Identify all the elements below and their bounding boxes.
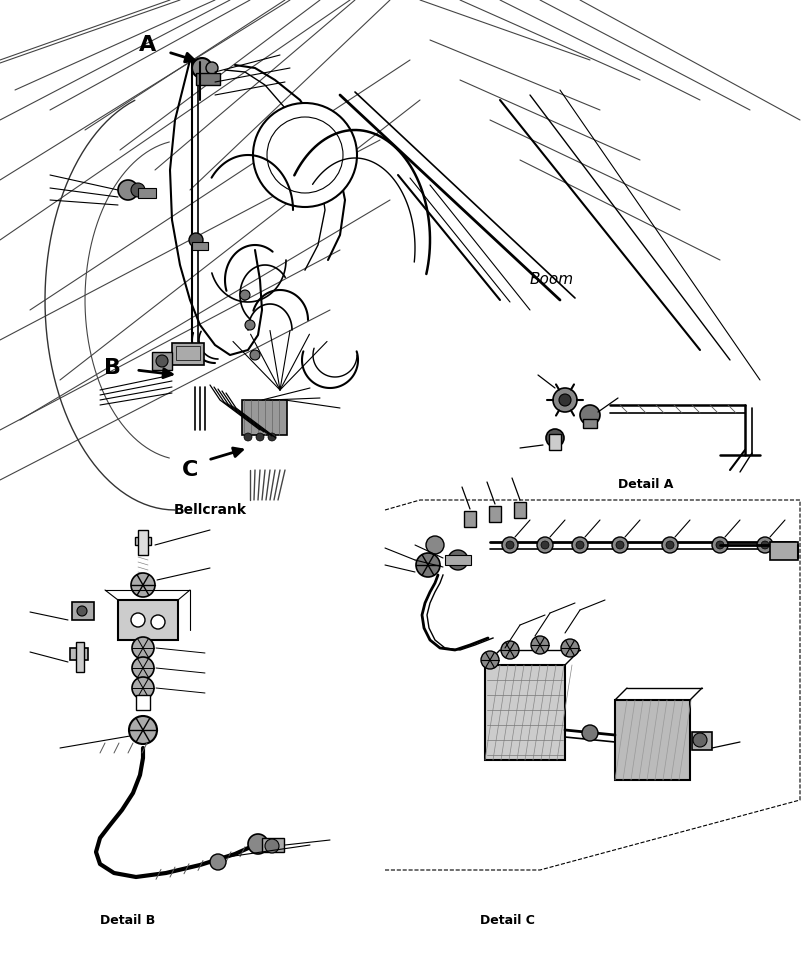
Bar [514, 502, 526, 518]
Circle shape [250, 350, 260, 360]
Circle shape [240, 290, 250, 300]
Text: Bellcrank: Bellcrank [173, 503, 247, 517]
Circle shape [757, 537, 773, 553]
Text: Detail A: Detail A [618, 479, 673, 492]
Circle shape [245, 320, 255, 330]
Circle shape [151, 615, 165, 629]
Bar [76, 642, 84, 672]
Circle shape [537, 537, 553, 553]
Circle shape [502, 537, 518, 553]
Bar [70, 648, 88, 660]
Bar [192, 242, 208, 250]
Bar [135, 537, 151, 545]
Bar [549, 434, 561, 450]
Circle shape [210, 854, 226, 870]
Bar [138, 188, 156, 198]
Circle shape [132, 657, 154, 679]
Circle shape [559, 394, 571, 406]
Circle shape [131, 183, 145, 197]
Bar [445, 555, 471, 565]
Bar [152, 352, 172, 370]
Circle shape [189, 233, 203, 247]
Circle shape [244, 433, 252, 441]
Circle shape [612, 537, 628, 553]
Circle shape [156, 355, 168, 367]
Circle shape [256, 433, 264, 441]
Circle shape [546, 429, 564, 447]
Circle shape [426, 536, 444, 554]
Bar [72, 602, 94, 620]
Circle shape [506, 541, 514, 549]
Circle shape [693, 733, 707, 747]
Circle shape [118, 180, 138, 200]
Circle shape [531, 636, 549, 654]
Text: Detail B: Detail B [100, 914, 156, 926]
Circle shape [248, 834, 268, 854]
Circle shape [561, 639, 579, 657]
Circle shape [416, 553, 440, 577]
Circle shape [553, 388, 577, 412]
Bar [172, 343, 204, 365]
Circle shape [253, 103, 357, 207]
Bar [136, 695, 150, 710]
Bar [262, 838, 284, 852]
Circle shape [448, 550, 468, 570]
Circle shape [481, 651, 499, 669]
Circle shape [131, 573, 155, 597]
Bar [583, 419, 597, 428]
Circle shape [77, 606, 87, 616]
Bar [118, 600, 178, 640]
Text: C: C [182, 460, 198, 480]
Circle shape [716, 541, 724, 549]
Text: A: A [139, 35, 156, 55]
Bar [485, 665, 565, 760]
Circle shape [268, 433, 276, 441]
Circle shape [192, 58, 212, 78]
Bar [489, 506, 501, 522]
Circle shape [616, 541, 624, 549]
Circle shape [132, 637, 154, 659]
Circle shape [666, 541, 674, 549]
Circle shape [501, 641, 519, 659]
Circle shape [712, 537, 728, 553]
Circle shape [206, 62, 218, 74]
Circle shape [541, 541, 549, 549]
Text: Boom: Boom [530, 272, 574, 288]
Circle shape [572, 537, 588, 553]
Bar [770, 542, 798, 560]
Circle shape [132, 677, 154, 699]
Text: Detail C: Detail C [480, 914, 535, 926]
Circle shape [129, 716, 157, 744]
Circle shape [662, 537, 678, 553]
Circle shape [131, 613, 145, 627]
Bar [464, 511, 476, 527]
Text: B: B [103, 358, 121, 378]
Circle shape [582, 725, 598, 741]
Bar [615, 700, 690, 780]
Circle shape [761, 541, 769, 549]
Bar [692, 732, 712, 750]
Bar [196, 73, 220, 85]
Circle shape [580, 405, 600, 425]
Bar [176, 346, 200, 360]
Circle shape [576, 541, 584, 549]
Bar [138, 530, 148, 555]
Bar [242, 400, 287, 435]
Circle shape [265, 839, 279, 853]
